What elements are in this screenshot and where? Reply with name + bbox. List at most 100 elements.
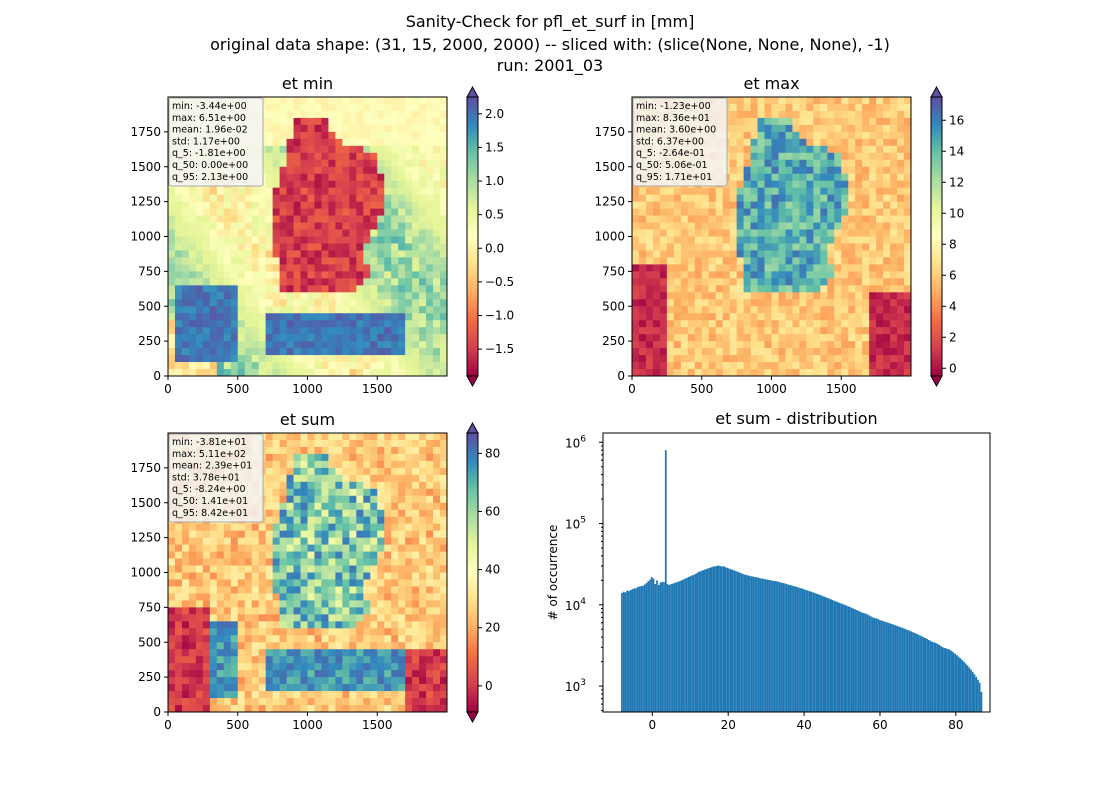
et-max-colorbar-tick-label: 6	[949, 268, 957, 282]
et-min-colorbar-gradient	[466, 96, 479, 377]
et-sum-colorbar-tick-label: 60	[485, 504, 500, 518]
et-sum-ytick-label: 250	[138, 670, 161, 684]
distribution-bar	[782, 583, 785, 712]
et-max-stat-line: max: 8.36e+01	[636, 113, 710, 124]
distribution-bar	[931, 641, 934, 712]
distribution-bar	[878, 620, 881, 712]
distribution-bar	[719, 566, 722, 712]
distribution-bar	[657, 585, 660, 712]
et-min-colorbar-tick-label: 0.0	[485, 241, 504, 255]
distribution-bar	[963, 661, 965, 712]
distribution-bar	[891, 624, 893, 712]
distribution-axes-frame	[602, 432, 991, 713]
et-sum-colorbar-extend-min	[466, 711, 479, 724]
et-sum-ytick-label: 0	[153, 705, 161, 719]
distribution-bar	[877, 618, 879, 712]
et-max-ytick-label: 1750	[594, 125, 625, 139]
et-max-colorbar-tick-label: 12	[949, 175, 964, 189]
et-sum-stat-line: min: -3.81e+01	[172, 437, 247, 448]
et-max-panel: et max 0 500 1000 1500 0 250 500 750 1000 1250 1500…	[594, 74, 964, 396]
et-sum-xtick-label: 0	[164, 718, 172, 732]
et-max-title: et max	[743, 74, 799, 93]
et-min-panel: et min 0 500 1000 1500 0 250 500 750 1000 1250 1500…	[130, 74, 514, 396]
et-max-ytick-label: 500	[602, 299, 625, 313]
distribution-xtick-label: 40	[796, 718, 811, 732]
distribution-bar	[780, 582, 783, 712]
distribution-bar	[875, 618, 878, 712]
distribution-bar	[706, 568, 709, 712]
distribution-bar	[726, 567, 729, 712]
et-max-stat-line: q_50: 5.06e-01	[636, 160, 708, 171]
et-max-stat-line: std: 6.37e+00	[636, 136, 704, 147]
distribution-bar	[775, 581, 778, 712]
distribution-bar	[754, 576, 757, 712]
distribution-bar	[740, 573, 743, 712]
et-max-colorbar-tick-label: 4	[949, 299, 957, 313]
et-max-colorbar-tick-label: 16	[949, 113, 964, 127]
distribution-bar	[842, 604, 844, 712]
et-min-xtick-label: 1500	[362, 382, 393, 396]
et-min-stat-line: q_5: -1.81e+00	[172, 148, 246, 159]
distribution-bar	[889, 623, 892, 712]
distribution-xtick-label: 80	[948, 718, 963, 732]
distribution-bar	[777, 581, 779, 712]
et-sum-ytick-label: 1250	[130, 531, 161, 545]
et-sum-ytick-label: 1750	[130, 461, 161, 475]
distribution-bar	[964, 663, 967, 712]
distribution-bar	[835, 601, 837, 712]
distribution-bar	[624, 592, 627, 712]
distribution-bar	[647, 581, 650, 712]
distribution-bar	[843, 604, 846, 712]
distribution-bar	[805, 590, 807, 712]
distribution-bar	[724, 567, 727, 712]
et-max-xtick-label: 1500	[826, 382, 857, 396]
distribution-bar	[652, 578, 655, 712]
et-max-ytick-label: 1250	[594, 195, 625, 209]
distribution-bar	[692, 574, 695, 712]
distribution-bar	[901, 627, 904, 712]
distribution-bar	[961, 659, 964, 712]
distribution-bar	[863, 613, 865, 712]
et-min-ytick-label: 750	[138, 264, 161, 278]
distribution-bar	[975, 676, 978, 712]
distribution-bar	[854, 609, 857, 712]
distribution-bar	[661, 581, 664, 712]
distribution-bar	[917, 634, 920, 712]
distribution-bar	[671, 583, 674, 712]
distribution-bar	[675, 582, 678, 712]
distribution-bar	[870, 616, 872, 712]
et-sum-ytick-label: 500	[138, 635, 161, 649]
distribution-bar	[712, 566, 714, 712]
distribution-bar	[913, 633, 916, 712]
et-min-heatmap-image	[168, 97, 448, 377]
distribution-bar	[794, 586, 797, 712]
distribution-bar	[738, 572, 741, 712]
distribution-bar	[757, 577, 760, 712]
distribution-bar	[940, 646, 942, 712]
distribution-bar	[954, 653, 956, 712]
distribution-bar	[708, 567, 711, 712]
distribution-bar	[849, 607, 851, 712]
et-max-xtick-label: 0	[628, 382, 636, 396]
distribution-bar	[631, 589, 634, 712]
distribution-bar	[694, 573, 697, 712]
distribution-bar	[919, 635, 921, 712]
suptitle-line-3: run: 2001_03	[496, 56, 604, 75]
et-sum-ytick-label: 1000	[130, 566, 161, 580]
distribution-ytick-label: 103	[565, 678, 586, 694]
et-sum-colorbar-tick-label: 40	[485, 563, 500, 577]
et-min-ytick-label: 0	[153, 369, 161, 383]
distribution-title: et sum - distribution	[715, 409, 877, 428]
distribution-bar	[699, 571, 702, 712]
distribution-bar	[838, 602, 841, 712]
distribution-bar	[822, 596, 825, 712]
distribution-bar	[747, 575, 750, 712]
distribution-bar	[812, 592, 814, 712]
et-min-colorbar-tick-label: −1.5	[485, 342, 514, 356]
distribution-bar	[966, 665, 969, 712]
distribution-bar	[801, 588, 804, 712]
distribution-bar	[973, 674, 976, 712]
distribution-bar	[701, 570, 704, 712]
